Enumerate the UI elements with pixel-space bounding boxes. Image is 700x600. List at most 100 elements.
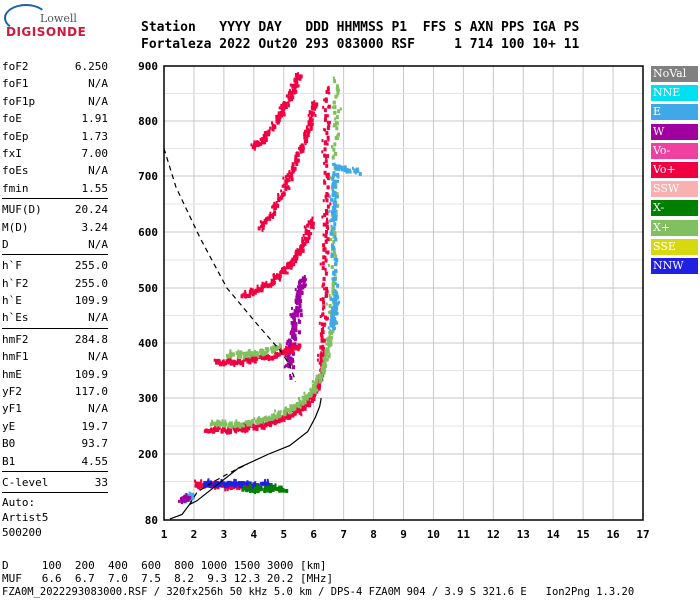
echo-point: [280, 189, 283, 193]
echo-point: [325, 198, 329, 203]
echo-point: [295, 161, 299, 166]
echo-point: [293, 91, 296, 95]
echo-point: [272, 487, 275, 491]
echo-point: [237, 482, 240, 486]
echo-point: [295, 406, 299, 411]
echo-point: [214, 486, 217, 490]
echo-point: [290, 405, 293, 409]
echo-point: [231, 481, 234, 485]
echo-point: [197, 485, 201, 490]
echo-point: [303, 225, 306, 229]
echo-point: [241, 429, 244, 433]
echo-point: [274, 418, 277, 422]
echo-point: [335, 126, 339, 131]
echo-point: [309, 222, 312, 226]
echo-point: [314, 392, 317, 396]
echo-point: [279, 347, 282, 351]
param-value: 1.73: [81, 129, 109, 143]
param-key: hmF1: [2, 350, 29, 364]
echo-point: [266, 480, 269, 484]
x-tick-label: 8: [370, 528, 377, 541]
echo-point: [326, 250, 330, 255]
echo-point: [303, 135, 307, 140]
param-key: h`E: [2, 294, 22, 308]
echo-point: [196, 483, 199, 487]
echo-point: [330, 252, 334, 257]
echo-point: [334, 94, 338, 99]
echo-point: [272, 348, 275, 352]
echo-point: [284, 413, 287, 417]
echo-point: [334, 263, 337, 267]
echo-point: [302, 402, 305, 406]
echo-point: [292, 365, 296, 370]
echo-point: [274, 351, 277, 355]
echo-point: [307, 237, 310, 241]
echo-point: [325, 192, 329, 197]
echo-point: [272, 418, 276, 423]
echo-point: [210, 482, 213, 486]
echo-point: [299, 74, 303, 79]
auto-line: Artist5: [2, 511, 49, 525]
echo-point: [251, 145, 255, 150]
echo-point: [298, 76, 302, 81]
param-value: 20.24: [74, 203, 108, 217]
echo-point: [282, 349, 286, 354]
echo-point: [334, 173, 337, 177]
echo-point: [324, 140, 328, 145]
echo-point: [213, 483, 217, 488]
echo-point: [330, 343, 333, 347]
echo-point: [263, 427, 266, 431]
echo-point: [293, 409, 297, 414]
echo-point: [286, 173, 290, 178]
echo-point: [243, 486, 247, 491]
echo-point: [330, 197, 334, 202]
echo-point: [323, 117, 327, 122]
echo-point: [332, 245, 336, 250]
echo-point: [291, 342, 294, 346]
echo-point: [188, 491, 191, 495]
echo-point: [270, 483, 273, 487]
echo-point: [334, 179, 338, 184]
echo-point: [232, 427, 235, 431]
echo-point: [229, 425, 232, 429]
echo-point: [258, 143, 261, 147]
echo-point: [336, 312, 339, 316]
echo-point: [324, 194, 327, 198]
echo-point: [224, 424, 227, 428]
echo-point: [270, 356, 273, 360]
echo-point: [272, 345, 276, 350]
echo-point: [293, 312, 297, 317]
echo-point: [272, 216, 275, 220]
echo-point: [289, 260, 292, 264]
echo-point: [325, 302, 328, 306]
echo-point: [321, 215, 324, 219]
echo-point: [252, 488, 256, 493]
echo-point: [280, 107, 283, 111]
echo-point: [321, 353, 325, 358]
echo-point: [324, 208, 327, 212]
echo-point: [246, 352, 249, 356]
echo-point: [336, 283, 340, 288]
echo-point: [328, 328, 331, 332]
echo-point: [335, 87, 339, 92]
echo-point: [213, 482, 216, 486]
echo-point: [275, 346, 278, 350]
echo-point: [290, 177, 294, 182]
echo-point: [277, 417, 280, 421]
echo-point: [286, 185, 290, 190]
echo-point: [325, 241, 328, 245]
echo-point: [285, 94, 288, 98]
echo-point: [242, 358, 245, 362]
echo-point: [294, 337, 297, 341]
echo-point: [323, 179, 326, 183]
echo-point: [280, 417, 284, 422]
echo-point: [304, 226, 307, 230]
echo-point: [177, 499, 180, 503]
echo-point: [289, 375, 293, 380]
echo-point: [244, 295, 247, 299]
echo-point: [309, 387, 312, 391]
echo-point: [290, 356, 293, 360]
echo-point: [312, 388, 316, 393]
echo-point: [324, 364, 327, 368]
echo-point: [261, 139, 264, 143]
